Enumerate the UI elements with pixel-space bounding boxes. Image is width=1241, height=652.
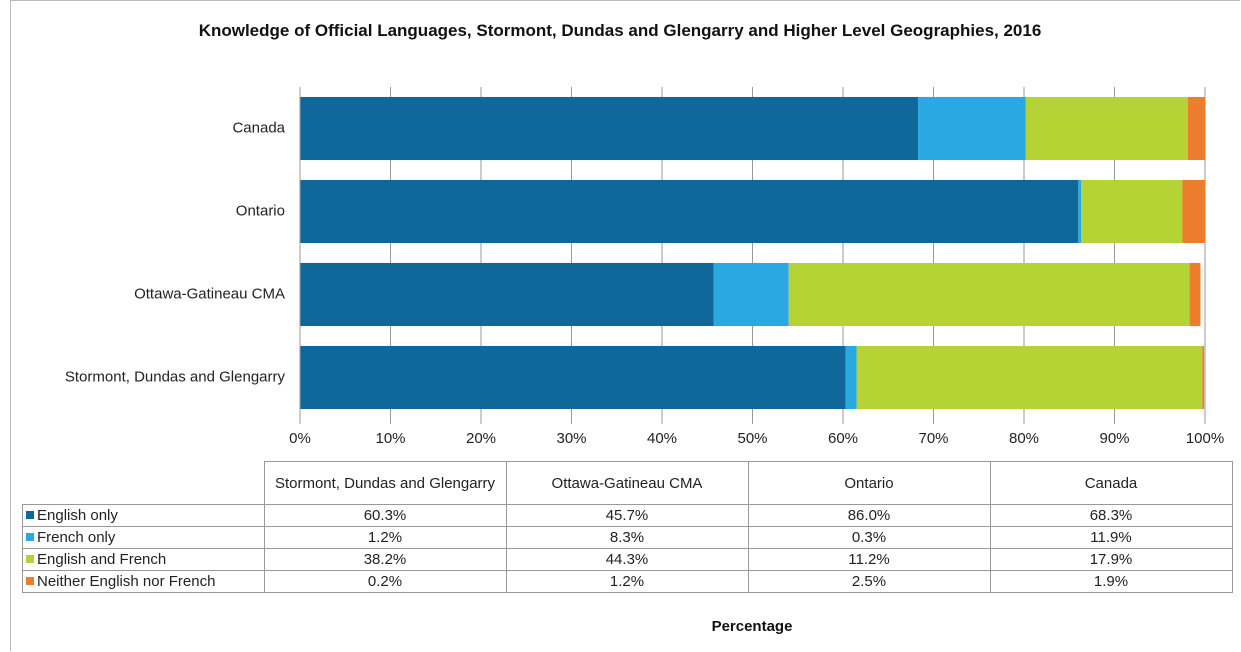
table-cell: 86.0% [747,504,991,527]
table-header-row: Stormont, Dundas and Glengarry Ottawa-Gat… [22,461,1233,505]
x-tick-label: 30% [556,430,586,447]
table-row: Neither English nor French 0.2% 1.2% 2.5% 1.… [22,570,1233,593]
table-corner [22,461,265,505]
x-tick-label: 80% [1009,430,1039,447]
table-cell: 0.2% [263,570,507,593]
y-tick-label: Canada [232,119,285,136]
x-tick-label: 50% [737,430,767,447]
table-cell: 2.5% [747,570,991,593]
bar-segment [1187,96,1205,161]
bar-segment [713,262,789,327]
table-cell: 1.2% [505,570,749,593]
legend-entry: English only [22,504,265,527]
legend-key [26,533,34,541]
bar-segment [845,345,857,410]
x-tick-label: 60% [828,430,858,447]
table-cell: 60.3% [263,504,507,527]
x-tick-label: 100% [1186,430,1224,447]
legend-key [26,577,34,585]
bar-segment [300,262,714,327]
table-cell: 11.9% [989,526,1233,549]
x-tick-label: 40% [647,430,677,447]
table-cell: 45.7% [505,504,749,527]
legend-label: French only [37,529,116,546]
legend-key [26,511,34,519]
y-tick-label: Ottawa-Gatineau CMA [134,285,285,302]
bar-segment [300,96,919,161]
legend-entry: French only [22,526,265,549]
table-cell: 38.2% [263,548,507,571]
table-column-header: Canada [989,461,1233,505]
x-tick-label: 0% [289,430,311,447]
table-row: French only 1.2% 8.3% 0.3% 11.9% [22,526,1233,549]
bar-segment [918,96,1026,161]
bar-segment [1182,179,1205,244]
y-tick-label: Ontario [236,202,285,219]
legend-key [26,555,34,563]
legend-label: Neither English nor French [37,573,216,590]
table-cell: 0.3% [747,526,991,549]
table-row: English only 60.3% 45.7% 86.0% 68.3% [22,504,1233,527]
chart: 0% 10% 20% 30% 40% 50% 60% 70% 80% 90% 100% Stormon… [65,87,1224,447]
legend-entry: English and French [22,548,265,571]
legend-entry: Neither English nor French [22,570,265,593]
chart-title: Knowledge of Official Languages, Stormon… [198,21,1042,40]
table-row: English and French 38.2% 44.3% 11.2% 17.9% [22,548,1233,571]
x-tick-label: 70% [918,430,948,447]
bar-segment [1078,179,1082,244]
x-tick-label: 20% [466,430,496,447]
table-column-header: Ontario [747,461,991,505]
table-cell: 1.9% [989,570,1233,593]
bar-segment [788,262,1190,327]
bar-segment [300,345,846,410]
table-cell: 8.3% [505,526,749,549]
table-column-header: Stormont, Dundas and Glengarry [263,461,507,505]
x-axis-label: Percentage [711,618,793,635]
table-cell: 68.3% [989,504,1233,527]
legend-label: English only [37,507,118,524]
table-cell: 17.9% [989,548,1233,571]
table-cell: 44.3% [505,548,749,571]
bar-segment [1081,179,1183,244]
bar-segment [1202,345,1205,410]
bar-segment [300,179,1079,244]
x-tick-label: 90% [1099,430,1129,447]
table-cell: 1.2% [263,526,507,549]
x-tick-label: 10% [375,430,405,447]
table-column-header: Ottawa-Gatineau CMA [505,461,749,505]
frame [10,0,1240,651]
bar-segment [1025,96,1188,161]
legend-label: English and French [37,551,167,568]
bar-segment [1189,262,1201,327]
y-tick-label: Stormont, Dundas and Glengarry [65,368,286,385]
data-table: Stormont, Dundas and Glengarry Ottawa-Gat… [22,461,1233,593]
table-cell: 11.2% [747,548,991,571]
bar-segment [856,345,1203,410]
